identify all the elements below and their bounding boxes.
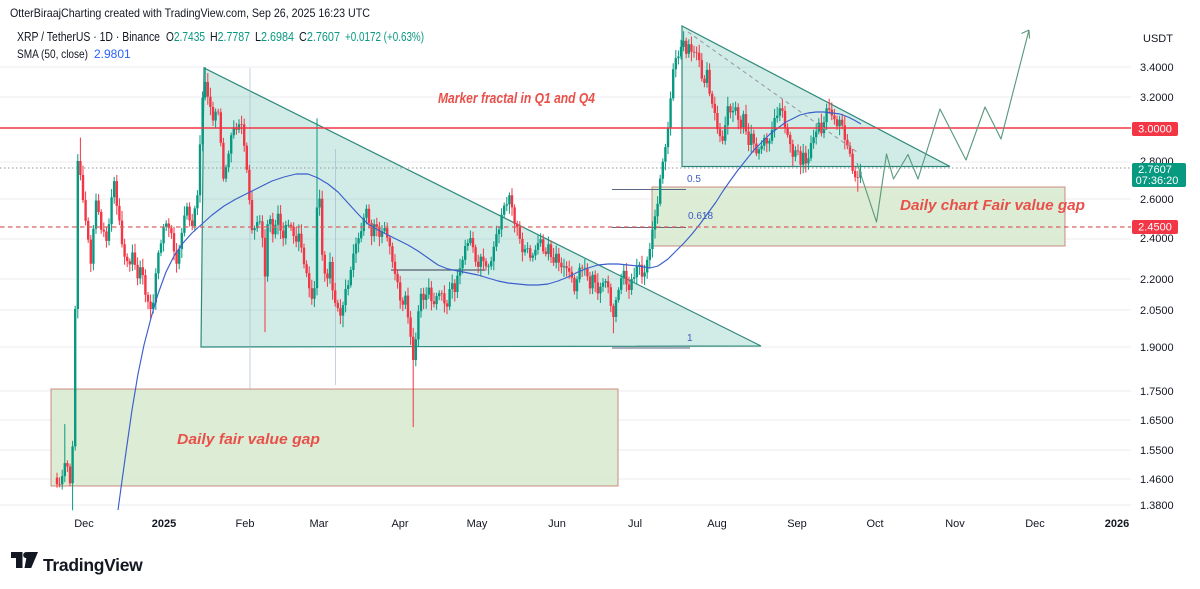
svg-text:0.5: 0.5 bbox=[687, 174, 701, 185]
svg-text:3.0000: 3.0000 bbox=[1138, 124, 1172, 136]
svg-text:USDT: USDT bbox=[1143, 33, 1173, 45]
svg-text:2.9801: 2.9801 bbox=[94, 47, 131, 61]
svg-text:2.4500: 2.4500 bbox=[1138, 222, 1172, 234]
svg-text:1.3800: 1.3800 bbox=[1140, 500, 1174, 512]
svg-text:1: 1 bbox=[687, 333, 693, 344]
svg-text:1.5500: 1.5500 bbox=[1140, 445, 1174, 457]
svg-text:Jul: Jul bbox=[628, 518, 642, 530]
svg-text:2026: 2026 bbox=[1105, 518, 1129, 530]
svg-text:0.618: 0.618 bbox=[688, 211, 713, 222]
svg-text:C2.7607: C2.7607 bbox=[299, 30, 340, 44]
svg-text:Feb: Feb bbox=[236, 518, 255, 530]
svg-text:2025: 2025 bbox=[152, 518, 176, 530]
svg-text:SMA (50, close): SMA (50, close) bbox=[17, 47, 88, 61]
svg-text:Apr: Apr bbox=[391, 518, 408, 530]
svg-text:Jun: Jun bbox=[548, 518, 566, 530]
svg-text:OtterBiraajCharting created wi: OtterBiraajCharting created with Trading… bbox=[10, 6, 370, 20]
svg-text:2.7607: 2.7607 bbox=[1138, 164, 1172, 176]
svg-text:2.2000: 2.2000 bbox=[1140, 274, 1174, 286]
svg-text:Marker fractal in Q1 and Q4: Marker fractal in Q1 and Q4 bbox=[438, 90, 596, 107]
svg-text:1.4600: 1.4600 bbox=[1140, 474, 1174, 486]
svg-text:TradingView: TradingView bbox=[43, 555, 143, 575]
svg-text:1.9000: 1.9000 bbox=[1140, 342, 1174, 354]
svg-text:Daily fair value gap: Daily fair value gap bbox=[177, 431, 320, 448]
svg-text:O2.7435: O2.7435 bbox=[166, 30, 205, 44]
svg-text:H2.7787: H2.7787 bbox=[210, 30, 250, 44]
svg-text:3.4000: 3.4000 bbox=[1140, 62, 1174, 74]
svg-text:Aug: Aug bbox=[707, 518, 727, 530]
svg-text:XRP / TetherUS · 1D · Binance: XRP / TetherUS · 1D · Binance bbox=[17, 30, 160, 44]
svg-text:Dec: Dec bbox=[1025, 518, 1045, 530]
svg-text:Sep: Sep bbox=[787, 518, 807, 530]
svg-text:May: May bbox=[467, 518, 488, 530]
svg-text:1.6500: 1.6500 bbox=[1140, 415, 1174, 427]
svg-text:2.0500: 2.0500 bbox=[1140, 305, 1174, 317]
svg-text:L2.6984: L2.6984 bbox=[255, 30, 294, 44]
svg-text:3.2000: 3.2000 bbox=[1140, 92, 1174, 104]
svg-text:07:36:20: 07:36:20 bbox=[1136, 175, 1179, 187]
svg-text:2.6000: 2.6000 bbox=[1140, 194, 1174, 206]
svg-text:+0.0172 (+0.63%): +0.0172 (+0.63%) bbox=[345, 30, 424, 44]
svg-text:2.4000: 2.4000 bbox=[1140, 233, 1174, 245]
svg-text:1.7500: 1.7500 bbox=[1140, 386, 1174, 398]
svg-text:Oct: Oct bbox=[866, 518, 883, 530]
svg-text:Dec: Dec bbox=[74, 518, 94, 530]
svg-text:Daily chart Fair value gap: Daily chart Fair value gap bbox=[900, 197, 1085, 214]
svg-text:Mar: Mar bbox=[310, 518, 329, 530]
svg-text:Nov: Nov bbox=[945, 518, 965, 530]
